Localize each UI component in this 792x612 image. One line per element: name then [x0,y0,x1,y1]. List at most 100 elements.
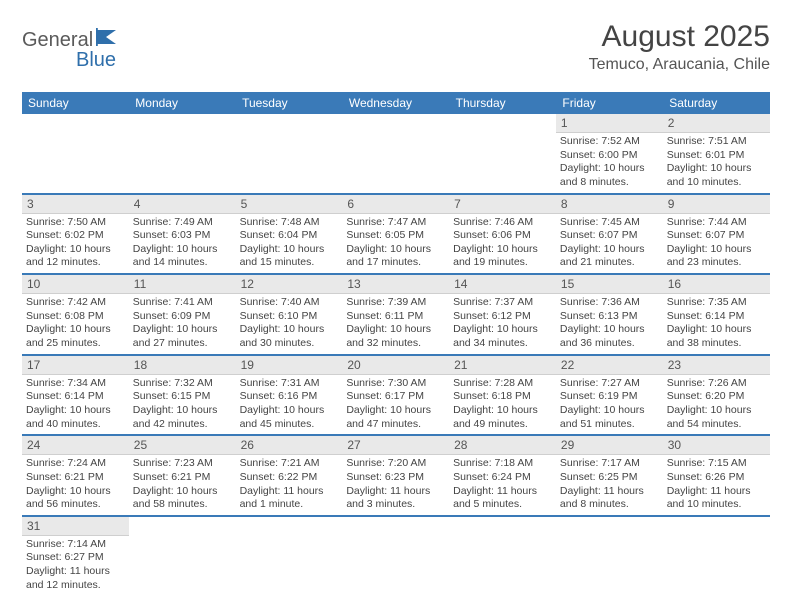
day-number: 30 [663,436,770,455]
day-details: Sunrise: 7:30 AMSunset: 6:17 PMDaylight:… [342,375,449,435]
day-number: 1 [556,114,663,133]
day-details: Sunrise: 7:23 AMSunset: 6:21 PMDaylight:… [129,455,236,515]
day-details: Sunrise: 7:47 AMSunset: 6:05 PMDaylight:… [342,214,449,274]
day-number: 20 [342,356,449,375]
calendar-cell: 3Sunrise: 7:50 AMSunset: 6:02 PMDaylight… [22,194,129,275]
day-number: 10 [22,275,129,294]
day-number: 6 [342,195,449,214]
calendar-cell: 5Sunrise: 7:48 AMSunset: 6:04 PMDaylight… [236,194,343,275]
day-details: Sunrise: 7:27 AMSunset: 6:19 PMDaylight:… [556,375,663,435]
day-number: 25 [129,436,236,455]
calendar-cell: 24Sunrise: 7:24 AMSunset: 6:21 PMDayligh… [22,435,129,516]
day-details: Sunrise: 7:28 AMSunset: 6:18 PMDaylight:… [449,375,556,435]
calendar-row: 31Sunrise: 7:14 AMSunset: 6:27 PMDayligh… [22,516,770,596]
calendar-cell: 11Sunrise: 7:41 AMSunset: 6:09 PMDayligh… [129,274,236,355]
calendar-cell: 1Sunrise: 7:52 AMSunset: 6:00 PMDaylight… [556,114,663,194]
day-number: 3 [22,195,129,214]
day-details: Sunrise: 7:15 AMSunset: 6:26 PMDaylight:… [663,455,770,515]
day-details: Sunrise: 7:24 AMSunset: 6:21 PMDaylight:… [22,455,129,515]
calendar-row: 3Sunrise: 7:50 AMSunset: 6:02 PMDaylight… [22,194,770,275]
day-number: 19 [236,356,343,375]
day-number: 9 [663,195,770,214]
calendar-cell: 26Sunrise: 7:21 AMSunset: 6:22 PMDayligh… [236,435,343,516]
day-details: Sunrise: 7:50 AMSunset: 6:02 PMDaylight:… [22,214,129,274]
calendar-cell: 28Sunrise: 7:18 AMSunset: 6:24 PMDayligh… [449,435,556,516]
day-number: 26 [236,436,343,455]
day-number: 13 [342,275,449,294]
calendar-cell: 23Sunrise: 7:26 AMSunset: 6:20 PMDayligh… [663,355,770,436]
day-details: Sunrise: 7:45 AMSunset: 6:07 PMDaylight:… [556,214,663,274]
calendar-cell: 27Sunrise: 7:20 AMSunset: 6:23 PMDayligh… [342,435,449,516]
day-header: Tuesday [236,92,343,114]
day-number: 27 [342,436,449,455]
calendar-row: 17Sunrise: 7:34 AMSunset: 6:14 PMDayligh… [22,355,770,436]
logo: General [22,20,118,52]
day-number: 29 [556,436,663,455]
day-header: Friday [556,92,663,114]
calendar-cell: 13Sunrise: 7:39 AMSunset: 6:11 PMDayligh… [342,274,449,355]
logo-text-blue: Blue [76,49,792,72]
day-number: 8 [556,195,663,214]
day-details: Sunrise: 7:49 AMSunset: 6:03 PMDaylight:… [129,214,236,274]
day-number: 18 [129,356,236,375]
calendar-cell-empty [449,516,556,596]
day-number: 16 [663,275,770,294]
calendar-cell-empty [236,114,343,194]
day-number: 2 [663,114,770,133]
calendar-body: 1Sunrise: 7:52 AMSunset: 6:00 PMDaylight… [22,114,770,595]
day-details: Sunrise: 7:31 AMSunset: 6:16 PMDaylight:… [236,375,343,435]
calendar-cell: 17Sunrise: 7:34 AMSunset: 6:14 PMDayligh… [22,355,129,436]
day-details: Sunrise: 7:40 AMSunset: 6:10 PMDaylight:… [236,294,343,354]
day-header: Saturday [663,92,770,114]
day-number: 4 [129,195,236,214]
day-header: Thursday [449,92,556,114]
calendar-cell: 9Sunrise: 7:44 AMSunset: 6:07 PMDaylight… [663,194,770,275]
calendar-cell: 8Sunrise: 7:45 AMSunset: 6:07 PMDaylight… [556,194,663,275]
day-details: Sunrise: 7:48 AMSunset: 6:04 PMDaylight:… [236,214,343,274]
day-details: Sunrise: 7:42 AMSunset: 6:08 PMDaylight:… [22,294,129,354]
day-header: Sunday [22,92,129,114]
calendar-cell-empty [663,516,770,596]
day-number: 17 [22,356,129,375]
calendar-header-row: SundayMondayTuesdayWednesdayThursdayFrid… [22,92,770,114]
day-number: 15 [556,275,663,294]
calendar-cell: 22Sunrise: 7:27 AMSunset: 6:19 PMDayligh… [556,355,663,436]
day-number: 7 [449,195,556,214]
calendar-cell-empty [556,516,663,596]
day-details: Sunrise: 7:17 AMSunset: 6:25 PMDaylight:… [556,455,663,515]
day-number: 12 [236,275,343,294]
calendar-cell-empty [129,516,236,596]
day-header: Wednesday [342,92,449,114]
day-details: Sunrise: 7:18 AMSunset: 6:24 PMDaylight:… [449,455,556,515]
calendar-cell-empty [236,516,343,596]
day-details: Sunrise: 7:46 AMSunset: 6:06 PMDaylight:… [449,214,556,274]
day-number: 24 [22,436,129,455]
day-details: Sunrise: 7:39 AMSunset: 6:11 PMDaylight:… [342,294,449,354]
day-number: 28 [449,436,556,455]
calendar-cell-empty [342,114,449,194]
calendar-cell: 25Sunrise: 7:23 AMSunset: 6:21 PMDayligh… [129,435,236,516]
calendar-cell: 21Sunrise: 7:28 AMSunset: 6:18 PMDayligh… [449,355,556,436]
calendar-cell: 16Sunrise: 7:35 AMSunset: 6:14 PMDayligh… [663,274,770,355]
day-details: Sunrise: 7:34 AMSunset: 6:14 PMDaylight:… [22,375,129,435]
day-number: 11 [129,275,236,294]
day-number: 5 [236,195,343,214]
calendar-cell: 4Sunrise: 7:49 AMSunset: 6:03 PMDaylight… [129,194,236,275]
calendar-cell: 14Sunrise: 7:37 AMSunset: 6:12 PMDayligh… [449,274,556,355]
day-number: 23 [663,356,770,375]
logo-flag-icon [96,28,118,46]
day-details: Sunrise: 7:51 AMSunset: 6:01 PMDaylight:… [663,133,770,193]
day-details: Sunrise: 7:36 AMSunset: 6:13 PMDaylight:… [556,294,663,354]
calendar-table: SundayMondayTuesdayWednesdayThursdayFrid… [22,92,770,595]
calendar-cell: 18Sunrise: 7:32 AMSunset: 6:15 PMDayligh… [129,355,236,436]
calendar-cell: 2Sunrise: 7:51 AMSunset: 6:01 PMDaylight… [663,114,770,194]
calendar-cell: 15Sunrise: 7:36 AMSunset: 6:13 PMDayligh… [556,274,663,355]
calendar-row: 1Sunrise: 7:52 AMSunset: 6:00 PMDaylight… [22,114,770,194]
day-details: Sunrise: 7:26 AMSunset: 6:20 PMDaylight:… [663,375,770,435]
day-number: 22 [556,356,663,375]
day-details: Sunrise: 7:41 AMSunset: 6:09 PMDaylight:… [129,294,236,354]
calendar-cell: 7Sunrise: 7:46 AMSunset: 6:06 PMDaylight… [449,194,556,275]
day-details: Sunrise: 7:21 AMSunset: 6:22 PMDaylight:… [236,455,343,515]
calendar-cell: 19Sunrise: 7:31 AMSunset: 6:16 PMDayligh… [236,355,343,436]
calendar-cell: 12Sunrise: 7:40 AMSunset: 6:10 PMDayligh… [236,274,343,355]
